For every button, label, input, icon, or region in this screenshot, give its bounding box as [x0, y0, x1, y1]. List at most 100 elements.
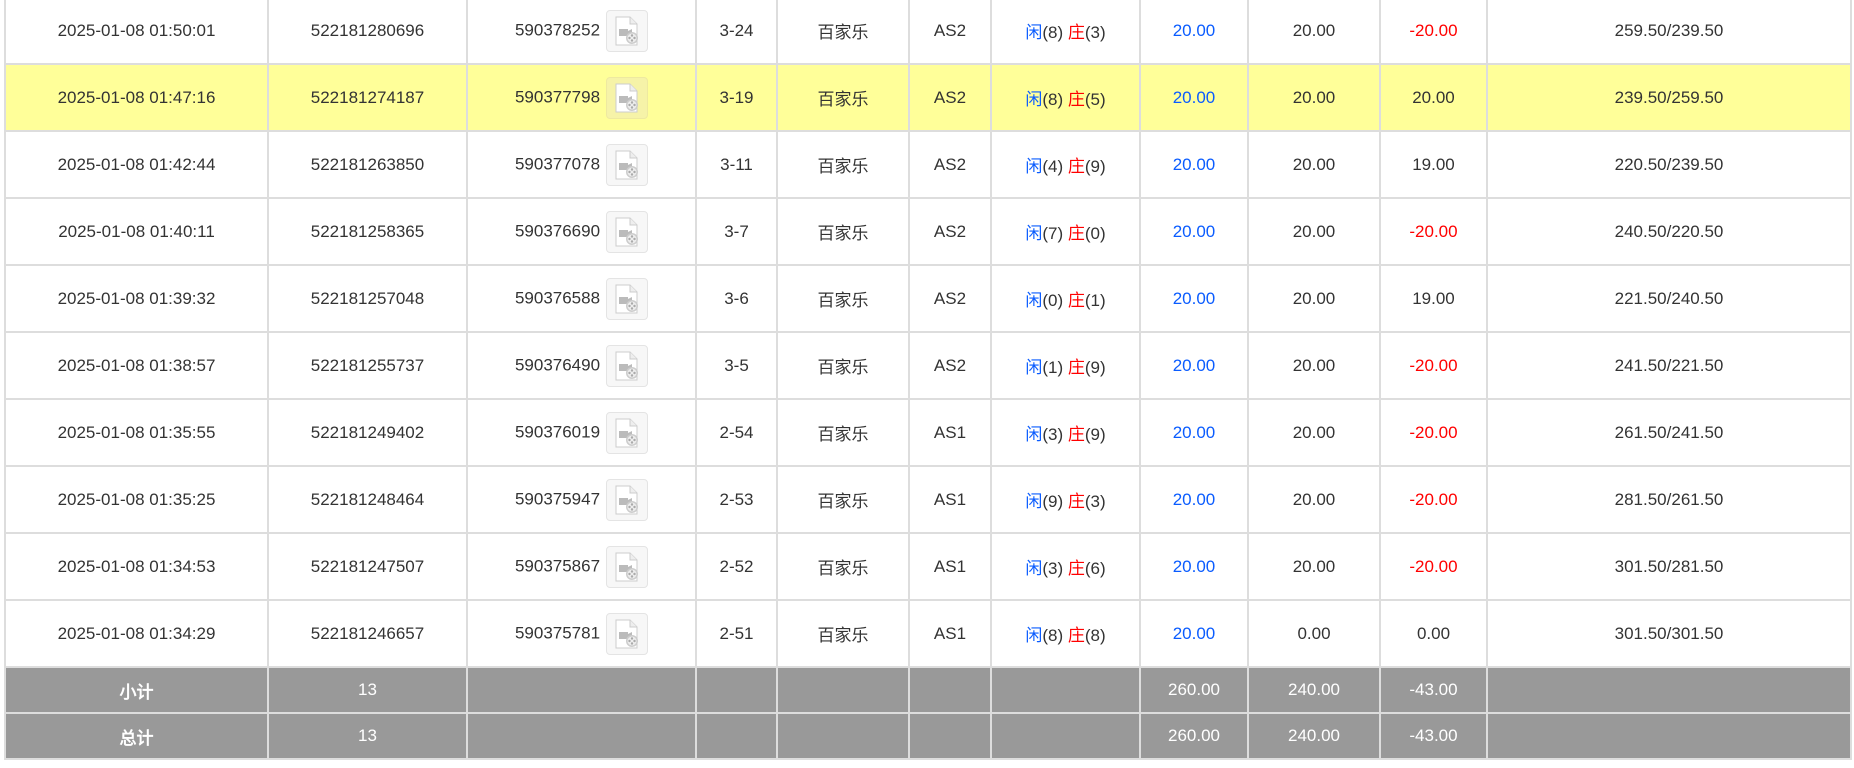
banker-label: 庄: [1067, 559, 1085, 578]
banker-score: 3: [1090, 23, 1100, 42]
balance: 240.50/220.50: [1486, 197, 1852, 266]
balance: 241.50/221.50: [1486, 331, 1852, 400]
round-cell: 590376019: [466, 398, 697, 467]
bet-id: 522181258365: [267, 197, 468, 266]
banker-score: 1: [1090, 291, 1100, 310]
video-replay-icon[interactable]: [606, 545, 649, 588]
table-code: AS1: [908, 398, 992, 467]
banker-score: 9: [1090, 157, 1100, 176]
game-name: 百家乐: [776, 331, 910, 400]
round-id: 590376690: [514, 220, 601, 240]
result-cell: 闲(9) 庄(3): [990, 465, 1141, 534]
shoe-hand: 3-6: [695, 264, 778, 333]
shoe-hand: 3-7: [695, 197, 778, 266]
bet-time: 2025-01-08 01:34:53: [4, 532, 269, 601]
bet-amount: 20.00: [1139, 398, 1249, 467]
win-loss: 0.00: [1379, 599, 1488, 668]
valid-bet: 20.00: [1247, 532, 1381, 601]
table-code: AS2: [908, 197, 992, 266]
video-replay-icon[interactable]: [606, 210, 649, 253]
table-code: AS2: [908, 130, 992, 199]
round-id: 590378252: [514, 19, 601, 39]
valid-bet: 20.00: [1247, 331, 1381, 400]
video-replay-icon[interactable]: [606, 478, 649, 521]
video-replay-icon[interactable]: [606, 76, 649, 119]
balance: 259.50/239.50: [1486, 0, 1852, 65]
round-cell: 590378252: [466, 0, 697, 65]
balance: 261.50/241.50: [1486, 398, 1852, 467]
table-row: 2025-01-08 01:34:53 522181247507 590375867…: [4, 532, 1852, 601]
video-replay-icon[interactable]: [606, 344, 649, 387]
result-cell: 闲(8) 庄(3): [990, 0, 1141, 65]
bet-id: 522181257048: [267, 264, 468, 333]
total-row: 总计 13 260.00 240.00 -43.00: [4, 712, 1852, 760]
video-replay-icon[interactable]: [606, 612, 649, 655]
banker-label: 庄: [1067, 291, 1085, 310]
shoe-hand: 2-51: [695, 599, 778, 668]
video-replay-icon[interactable]: [606, 143, 649, 186]
win-loss: 19.00: [1379, 264, 1488, 333]
player-score: 7: [1048, 224, 1058, 243]
result-cell: 闲(8) 庄(5): [990, 63, 1141, 132]
banker-score: 0: [1090, 224, 1100, 243]
round-id: 590377078: [514, 153, 601, 173]
result-cell: 闲(3) 庄(6): [990, 532, 1141, 601]
result-cell: 闲(7) 庄(0): [990, 197, 1141, 266]
total-valid: 240.00: [1247, 712, 1381, 760]
video-replay-icon[interactable]: [606, 411, 649, 454]
bet-amount: 20.00: [1139, 0, 1249, 65]
total-winloss: -43.00: [1379, 712, 1488, 760]
player-label: 闲: [1025, 626, 1043, 645]
win-loss: -20.00: [1379, 398, 1488, 467]
banker-score: 6: [1090, 559, 1100, 578]
win-loss: -20.00: [1379, 532, 1488, 601]
round-id: 590375781: [514, 622, 601, 642]
round-id: 590376588: [514, 287, 601, 307]
player-label: 闲: [1025, 559, 1043, 578]
table-code: AS2: [908, 0, 992, 65]
bet-time: 2025-01-08 01:34:29: [4, 599, 269, 668]
bet-id: 522181255737: [267, 331, 468, 400]
subtotal-winloss: -43.00: [1379, 666, 1488, 714]
balance: 220.50/239.50: [1486, 130, 1852, 199]
win-loss: -20.00: [1379, 465, 1488, 534]
bet-amount: 20.00: [1139, 465, 1249, 534]
round-id: 590377798: [514, 86, 601, 106]
game-name: 百家乐: [776, 130, 910, 199]
player-score: 9: [1048, 492, 1058, 511]
bet-records-table: 2025-01-08 01:50:01 522181280696 590378252…: [4, 0, 1852, 760]
player-score: 8: [1048, 90, 1058, 109]
banker-score: 9: [1090, 425, 1100, 444]
table-row: 2025-01-08 01:40:11 522181258365 590376690…: [4, 197, 1852, 266]
round-id: 590375867: [514, 555, 601, 575]
bet-id: 522181247507: [267, 532, 468, 601]
video-replay-icon[interactable]: [606, 9, 649, 52]
player-label: 闲: [1025, 157, 1043, 176]
balance: 301.50/281.50: [1486, 532, 1852, 601]
subtotal-count: 13: [267, 666, 468, 714]
bet-amount: 20.00: [1139, 331, 1249, 400]
subtotal-valid: 240.00: [1247, 666, 1381, 714]
player-label: 闲: [1025, 492, 1043, 511]
balance: 281.50/261.50: [1486, 465, 1852, 534]
table-row: 2025-01-08 01:39:32 522181257048 590376588…: [4, 264, 1852, 333]
player-label: 闲: [1025, 358, 1043, 377]
result-cell: 闲(3) 庄(9): [990, 398, 1141, 467]
table-body: 2025-01-08 01:50:01 522181280696 590378252…: [4, 0, 1852, 668]
bet-amount: 20.00: [1139, 532, 1249, 601]
table-code: AS1: [908, 465, 992, 534]
player-label: 闲: [1025, 291, 1043, 310]
bet-amount: 20.00: [1139, 130, 1249, 199]
result-cell: 闲(1) 庄(9): [990, 331, 1141, 400]
player-label: 闲: [1025, 425, 1043, 444]
round-cell: 590375867: [466, 532, 697, 601]
bet-id: 522181263850: [267, 130, 468, 199]
video-replay-icon[interactable]: [606, 277, 649, 320]
bet-id: 522181274187: [267, 63, 468, 132]
banker-label: 庄: [1067, 626, 1085, 645]
game-name: 百家乐: [776, 599, 910, 668]
banker-label: 庄: [1067, 492, 1085, 511]
game-name: 百家乐: [776, 63, 910, 132]
player-score: 3: [1048, 425, 1058, 444]
result-cell: 闲(4) 庄(9): [990, 130, 1141, 199]
